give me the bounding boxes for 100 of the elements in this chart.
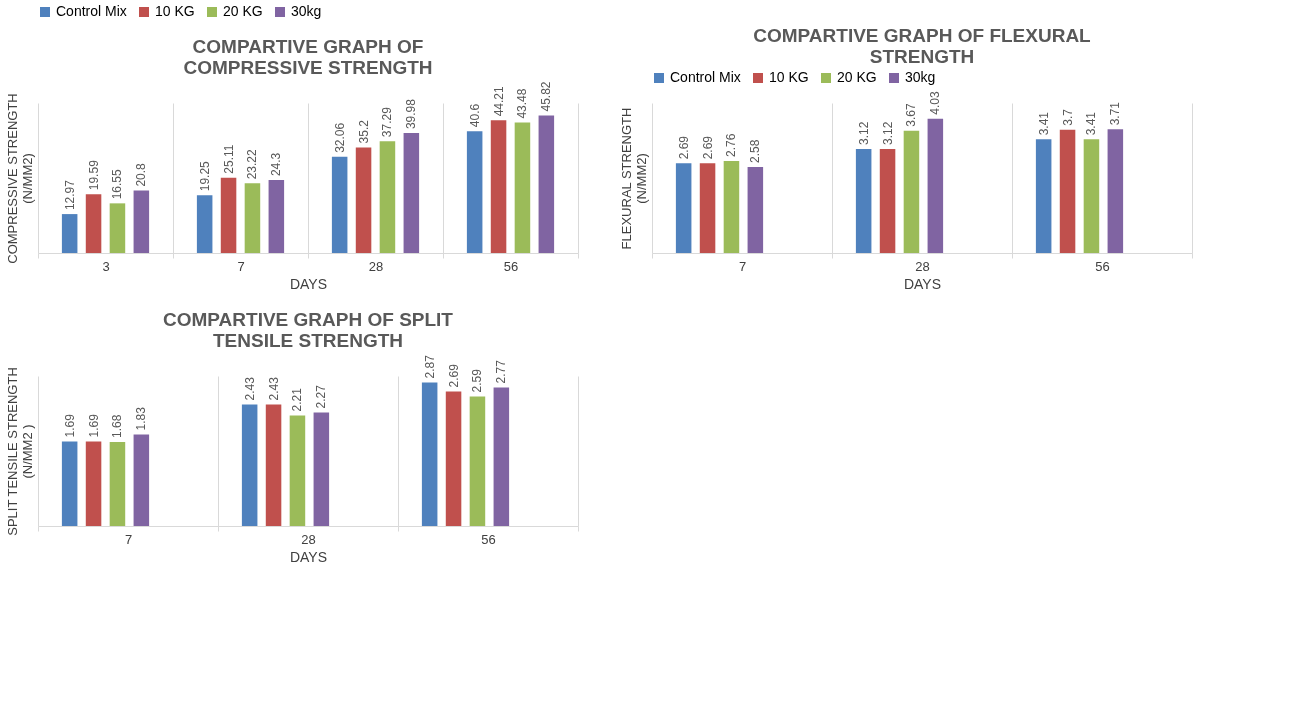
data-label: 45.82	[539, 81, 554, 112]
x-tick-label: 7	[124, 531, 133, 547]
bar	[490, 120, 507, 253]
y-axis-title: COMPRESSIVE STRENGTH (N/MM2)	[4, 93, 35, 264]
bar	[61, 441, 78, 526]
data-label: 44.21	[491, 86, 506, 117]
bar	[241, 404, 258, 526]
data-label: 1.83	[134, 406, 149, 431]
bar	[493, 387, 510, 526]
legend-label: 30kg	[291, 3, 322, 19]
bar	[109, 203, 126, 253]
x-tick-label: 56	[503, 258, 519, 274]
data-label: 2.69	[676, 135, 691, 160]
bar	[85, 441, 102, 526]
bar	[1035, 139, 1052, 253]
bar	[289, 415, 306, 526]
data-label: 2.69	[700, 135, 715, 160]
data-label: 39.98	[404, 98, 419, 130]
bar	[133, 434, 150, 526]
bar	[1059, 129, 1076, 253]
chart-title: COMPARTIVE GRAPH OF COMPRESSIVE STRENGTH	[183, 35, 433, 78]
bar	[355, 147, 372, 253]
data-label: 3.41	[1036, 111, 1051, 136]
data-label: 1.68	[110, 414, 125, 438]
x-axis-title: DAYS	[289, 548, 328, 565]
bar	[469, 396, 486, 526]
x-tick-label: 28	[301, 531, 316, 547]
bar	[927, 118, 944, 253]
bar	[220, 177, 237, 253]
data-label: 25.11	[221, 144, 236, 174]
legend-label: 20 KG	[223, 3, 263, 19]
bar	[1083, 139, 1100, 253]
data-label: 3.67	[904, 102, 919, 127]
data-label: 37.29	[380, 106, 395, 138]
bar	[723, 161, 740, 253]
data-label: 16.55	[110, 168, 125, 200]
data-label: 2.59	[470, 368, 485, 393]
x-tick-label: 28	[915, 258, 930, 274]
bar	[331, 156, 348, 253]
data-label: 40.6	[467, 103, 482, 128]
bar	[538, 115, 555, 253]
y-axis-title: SPLIT TENSILE STRENGTH (N/MM2 )	[4, 367, 35, 536]
x-tick-label: 56	[481, 531, 496, 547]
x-tick-label: 56	[1095, 258, 1110, 274]
data-label: 2.69	[446, 363, 461, 388]
legend-label: 30kg	[905, 69, 936, 85]
data-label: 43.48	[515, 88, 530, 119]
bar	[903, 130, 920, 253]
bar	[379, 141, 396, 253]
data-label: 32.06	[332, 122, 347, 153]
bar	[1107, 129, 1124, 253]
data-label: 24.3	[269, 152, 284, 177]
x-tick-label: 3	[102, 258, 110, 274]
bar	[265, 404, 282, 526]
data-label: 2.77	[494, 359, 509, 384]
data-label: 2.21	[290, 387, 305, 412]
data-label: 20.8	[134, 162, 149, 187]
x-axis-title: DAYS	[289, 275, 328, 292]
legend-label: Control Mix	[56, 3, 127, 19]
x-tick-label: 28	[368, 258, 384, 274]
bar	[675, 163, 692, 253]
bar	[85, 194, 102, 253]
bar	[747, 167, 764, 253]
bar	[445, 391, 462, 526]
data-label: 12.97	[62, 179, 77, 211]
bar	[313, 412, 330, 526]
legend-label: 10 KG	[769, 69, 809, 85]
chart-title: COMPARTIVE GRAPH OF SPLIT TENSILE STRENGTH	[163, 309, 454, 352]
data-label: 1.69	[62, 413, 77, 438]
data-label: 3.12	[856, 121, 871, 145]
legend-label: Control Mix	[670, 69, 741, 85]
data-label: 35.2	[356, 119, 371, 144]
bar	[699, 163, 716, 253]
data-label: 2.76	[724, 133, 739, 157]
bar	[421, 382, 438, 526]
data-label: 3.41	[1084, 111, 1099, 136]
y-axis-title: FLEXURAL STRENGTH (N/MM2)	[618, 107, 649, 250]
bar	[244, 183, 261, 253]
legend-label: 10 KG	[155, 3, 195, 19]
data-label: 4.03	[928, 90, 943, 115]
bar	[403, 133, 420, 253]
data-label: 2.58	[748, 139, 763, 163]
data-label: 19.59	[86, 159, 101, 191]
data-label: 2.27	[314, 384, 329, 409]
bar	[855, 149, 872, 253]
data-label: 3.12	[880, 121, 895, 145]
x-axis-title: DAYS	[903, 275, 942, 292]
data-label: 23.22	[245, 148, 260, 180]
bar	[133, 190, 150, 253]
legend-label: 20 KG	[837, 69, 877, 85]
chart-title: COMPARTIVE GRAPH OF FLEXURAL STRENGTH	[753, 25, 1092, 67]
x-tick-label: 7	[738, 258, 747, 274]
data-label: 19.25	[197, 160, 212, 192]
bar	[196, 195, 213, 253]
bar	[466, 131, 483, 253]
data-label: 2.87	[422, 354, 437, 379]
data-label: 3.7	[1060, 108, 1075, 126]
bar	[514, 122, 531, 253]
data-label: 2.43	[266, 376, 281, 401]
data-label: 3.71	[1108, 101, 1123, 126]
